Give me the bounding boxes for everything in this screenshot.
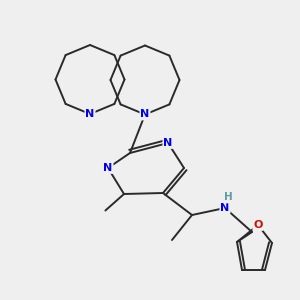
Text: N: N xyxy=(103,163,112,173)
Text: N: N xyxy=(85,109,94,119)
Text: O: O xyxy=(253,220,263,230)
Text: H: H xyxy=(224,193,232,202)
Text: N: N xyxy=(140,110,150,119)
Text: N: N xyxy=(164,138,172,148)
Text: N: N xyxy=(220,203,230,213)
